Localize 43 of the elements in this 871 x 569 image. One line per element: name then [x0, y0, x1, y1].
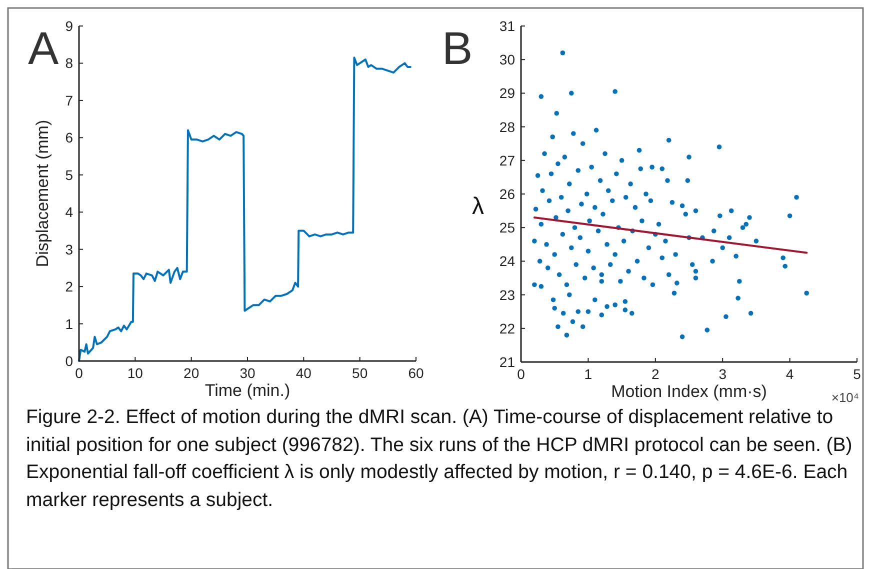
x-tick-label: 10	[127, 365, 144, 381]
y-tick-label: 3	[65, 241, 74, 258]
y-tick-label: 1	[65, 316, 74, 332]
x-tick-label: 60	[408, 365, 424, 381]
chart-title: B	[442, 22, 473, 74]
y-tick-label: 7	[65, 92, 74, 108]
caption: Figure 2-2. Effect of motion during the dMRI scan. (A) Time-course of displacement relative to initial position for one subject (996782). The six runs of the HCP dMRI protocol can be seen. (B) Exponential fall-off coefficient λ is only modestly affected by motion, r = 0.140, p = 4.6E-6. Each marker represents a subject.	[26, 405, 854, 512]
y-tick-label: 23	[499, 286, 516, 303]
x-tick-label: 30	[240, 365, 256, 381]
y-tick-label: 29	[499, 85, 516, 102]
y-tick-label: 2	[65, 278, 74, 295]
y-tick-label: 28	[499, 118, 516, 135]
text: ×10⁴	[831, 390, 859, 405]
x-tick-label: 20	[184, 365, 200, 381]
line-series	[78, 56, 412, 362]
x-tick-label: 4	[786, 366, 794, 382]
x-tick-label: 50	[352, 365, 368, 381]
y-axis-title: Displacement (mm)	[33, 120, 52, 268]
x-axis-title: Motion Index (mm·s)	[611, 382, 767, 401]
y-axis-title: λ	[472, 193, 484, 220]
y-tick-label: 30	[499, 52, 516, 68]
y-tick-label: 4	[65, 204, 74, 220]
chart-title: A	[28, 22, 59, 74]
y-tick-label: 8	[65, 55, 74, 72]
y-tick-label: 22	[499, 320, 516, 336]
y-tick-label: 26	[499, 186, 516, 202]
x-tick-label: 0	[517, 366, 526, 382]
x-tick-label: 40	[296, 365, 312, 381]
x-axis-title: Time (min.)	[204, 381, 290, 400]
y-tick-label: 0	[65, 353, 74, 369]
x-tick-label: 3	[718, 366, 727, 382]
y-tick-label: 5	[65, 166, 74, 183]
x-tick-label: 0	[75, 365, 84, 381]
y-tick-label: 21	[499, 354, 516, 370]
x-tick-label: 1	[584, 366, 592, 382]
x-tick-label: 2	[652, 366, 660, 382]
y-tick-label: 24	[499, 253, 516, 270]
x-tick-label: 5	[853, 366, 862, 382]
y-tick-label: 27	[499, 152, 516, 168]
y-tick-label: 25	[499, 220, 516, 236]
y-tick-label: 31	[499, 18, 516, 34]
y-tick-label: 6	[65, 130, 74, 146]
y-tick-label: 9	[65, 18, 74, 34]
